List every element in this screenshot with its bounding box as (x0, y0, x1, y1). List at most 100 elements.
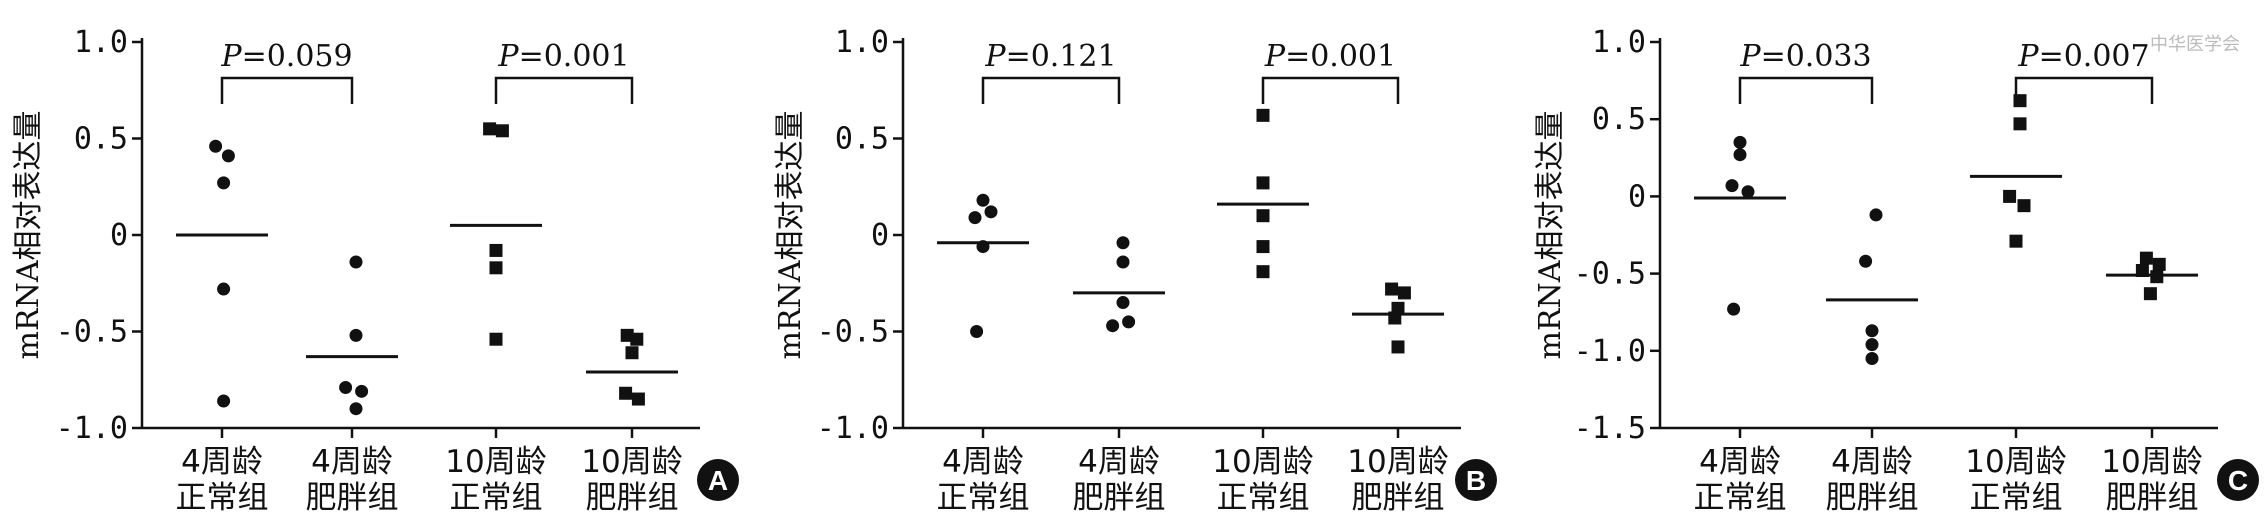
data-point-circle (1865, 338, 1879, 352)
y-axis-label: mRNA相对表达量 (773, 111, 808, 360)
p-value-label: P=0.121 (984, 39, 1116, 74)
data-point-circle (1859, 254, 1873, 268)
data-point-square (489, 332, 503, 346)
p-symbol: P (2017, 39, 2039, 74)
data-point-square (1256, 265, 1270, 279)
data-point-circle (1122, 315, 1136, 329)
data-point-circle (349, 255, 363, 269)
data-point-square (625, 346, 639, 360)
data-point-square (2143, 287, 2157, 301)
data-point-circle (1116, 236, 1130, 250)
data-point-circle (1865, 352, 1879, 366)
data-point-square (1385, 282, 1399, 296)
y-tick-label: 0 (871, 218, 889, 253)
data-point-circle (349, 328, 363, 342)
x-tick-label-line2: 肥胖组 (1073, 480, 1166, 516)
y-tick-label: -0.5 (56, 315, 128, 350)
p-value: =0.007 (2039, 39, 2150, 74)
data-point-circle (968, 211, 982, 225)
data-point-circle (1733, 148, 1747, 162)
panel-badge (697, 459, 739, 501)
data-point-circle (349, 402, 363, 416)
data-point-circle (209, 139, 223, 153)
data-point-square (483, 122, 497, 136)
data-point-circle (217, 176, 231, 190)
panel-badge-letter: B (1466, 465, 1486, 496)
significance-bracket (981, 76, 1121, 104)
significance-bracket (2014, 76, 2154, 104)
p-value-label: P=0.001 (1264, 39, 1396, 74)
y-tick-label: -1.0 (1574, 334, 1646, 369)
p-value-label: P=0.001 (497, 39, 629, 74)
x-tick-label-line2: 肥胖组 (306, 480, 399, 516)
panel-b: 1.00.50-0.5-1.0mRNA相对表达量4周龄正常组4周龄肥胖组10周龄… (773, 25, 1497, 516)
p-symbol: P (220, 39, 242, 74)
x-tick-label-line1: 10周龄 (1212, 444, 1313, 480)
data-point-square (2152, 257, 2166, 271)
data-point-circle (1116, 255, 1130, 269)
data-point-circle (984, 205, 998, 219)
data-point-square (1397, 286, 1411, 300)
data-point-square (2017, 199, 2031, 213)
x-tick-label-line2: 正常组 (1970, 480, 2063, 516)
x-tick-label-line2: 正常组 (937, 480, 1030, 516)
x-tick-label-line2: 正常组 (1217, 480, 1310, 516)
significance-bracket (1738, 76, 1874, 104)
y-tick-label: -0.5 (817, 315, 889, 350)
x-tick-label-line2: 肥胖组 (2106, 480, 2199, 516)
data-point-circle (1725, 179, 1739, 193)
x-tick-label-line1: 10周龄 (1347, 444, 1448, 480)
x-tick-label-line1: 4周龄 (1699, 444, 1781, 480)
panel-badge (2217, 459, 2259, 501)
data-point-circle (221, 149, 235, 163)
data-point-circle (355, 384, 369, 398)
x-tick-label-line1: 4周龄 (181, 444, 263, 480)
panel-badge-letter: A (708, 465, 728, 496)
significance-bracket (494, 76, 634, 104)
p-symbol: P (1739, 39, 1761, 74)
x-tick-label-line2: 肥胖组 (1352, 480, 1445, 516)
data-point-circle (339, 380, 353, 394)
x-tick-label-line1: 4周龄 (311, 444, 393, 480)
data-point-circle (976, 193, 990, 207)
significance-bracket (220, 76, 354, 104)
p-symbol: P (984, 39, 1006, 74)
x-tick-label-line1: 4周龄 (1831, 444, 1913, 480)
data-point-square (495, 124, 509, 138)
y-tick-label: 0.5 (835, 122, 889, 157)
data-point-square (489, 261, 503, 275)
y-axis-label: mRNA相对表达量 (11, 111, 46, 360)
data-point-square (489, 243, 503, 257)
panel-badge-letter: C (2228, 465, 2248, 496)
y-tick-label: 0 (1628, 179, 1646, 214)
data-point-square (1256, 176, 1270, 190)
watermark: 中华医学会 (2150, 34, 2240, 55)
data-point-circle (1116, 296, 1130, 310)
data-point-square (2013, 117, 2027, 131)
y-tick-label: 1.0 (835, 25, 889, 60)
data-point-square (1256, 108, 1270, 122)
p-value: =0.001 (519, 39, 630, 74)
x-tick-label-line2: 正常组 (450, 480, 543, 516)
panel-badge (1455, 459, 1497, 501)
p-value: =0.121 (1006, 39, 1117, 74)
p-symbol: P (1264, 39, 1286, 74)
p-value-label: P=0.059 (220, 39, 352, 74)
x-tick-label-line1: 4周龄 (1078, 444, 1160, 480)
p-value: =0.059 (242, 39, 353, 74)
data-point-circle (1106, 319, 1120, 333)
p-value: =0.033 (1761, 39, 1872, 74)
data-point-square (2150, 270, 2164, 284)
data-point-circle (217, 282, 231, 296)
y-tick-label: 1.0 (1592, 25, 1646, 60)
y-tick-label: 0 (110, 218, 128, 253)
data-point-square (619, 386, 633, 400)
data-point-circle (217, 394, 231, 408)
data-point-circle (1733, 135, 1747, 149)
data-point-circle (1741, 185, 1755, 199)
x-tick-label-line1: 4周龄 (942, 444, 1024, 480)
p-symbol: P (497, 39, 519, 74)
data-point-square (1256, 240, 1270, 254)
p-value-label: P=0.007 (2017, 39, 2149, 74)
data-point-circle (970, 325, 984, 338)
